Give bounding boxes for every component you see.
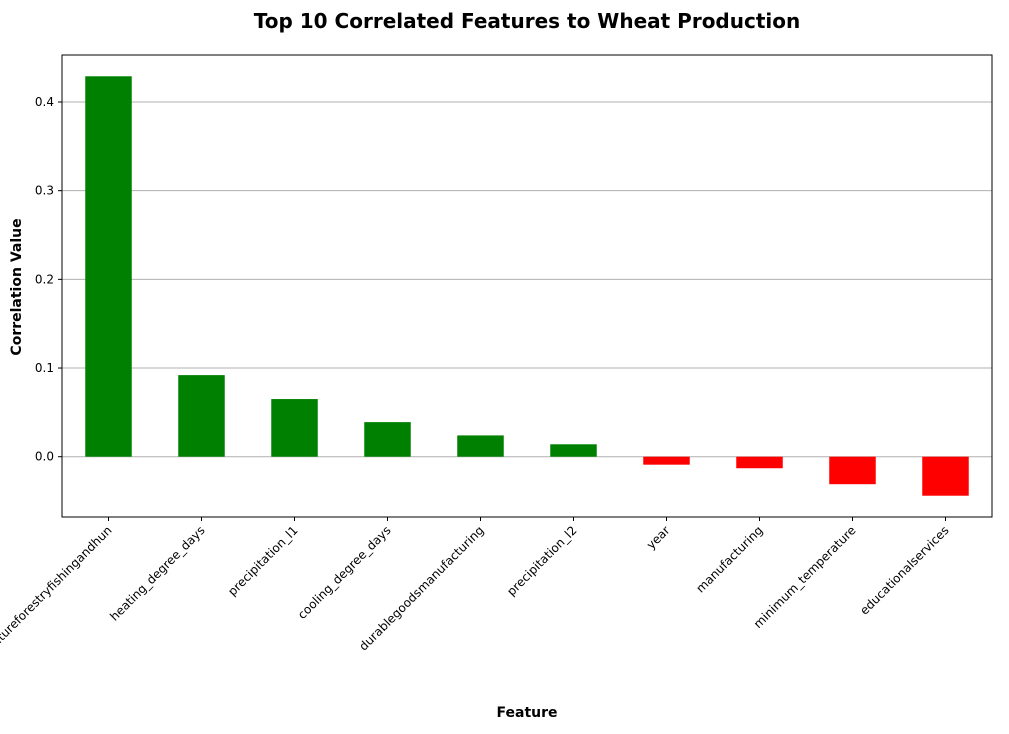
x-tick-label: agricultureforestryfishingandhun bbox=[0, 523, 115, 672]
bar bbox=[922, 456, 969, 496]
y-tick-label: 0.3 bbox=[35, 184, 54, 198]
bar bbox=[364, 422, 411, 457]
bar bbox=[85, 76, 132, 457]
chart-title: Top 10 Correlated Features to Wheat Prod… bbox=[254, 9, 800, 33]
plot-frame bbox=[61, 54, 993, 518]
bar bbox=[271, 399, 318, 457]
x-tick-label: educationalservices bbox=[857, 523, 951, 617]
y-tick-label: 0.2 bbox=[35, 272, 54, 286]
x-tick-label: minimum_temperature bbox=[751, 523, 859, 631]
x-axis-title: Feature bbox=[497, 705, 558, 721]
bar bbox=[829, 456, 876, 485]
bar bbox=[457, 435, 504, 457]
bar bbox=[736, 456, 783, 469]
y-tick-label: 0.0 bbox=[35, 450, 54, 464]
y-axis-title: Correlation Value bbox=[9, 218, 25, 355]
x-tick-label: cooling_degree_days bbox=[295, 523, 394, 622]
x-tick-label: precipitation_l2 bbox=[504, 523, 579, 598]
y-tick-label: 0.4 bbox=[35, 95, 54, 109]
y-tick-label: 0.1 bbox=[35, 361, 54, 375]
x-tick-label: manufacturing bbox=[693, 523, 765, 595]
bar bbox=[643, 456, 690, 465]
x-tick-label: year bbox=[644, 523, 673, 552]
axis-ticks: 0.0 0.1 0.2 0.3 0.4 agricultureforestryfishin… bbox=[0, 95, 952, 673]
bars bbox=[85, 76, 969, 496]
x-tick-label: heating_degree_days bbox=[107, 523, 207, 623]
bar bbox=[178, 375, 225, 457]
x-tick-label: precipitation_l1 bbox=[225, 523, 300, 598]
bar bbox=[550, 444, 597, 457]
